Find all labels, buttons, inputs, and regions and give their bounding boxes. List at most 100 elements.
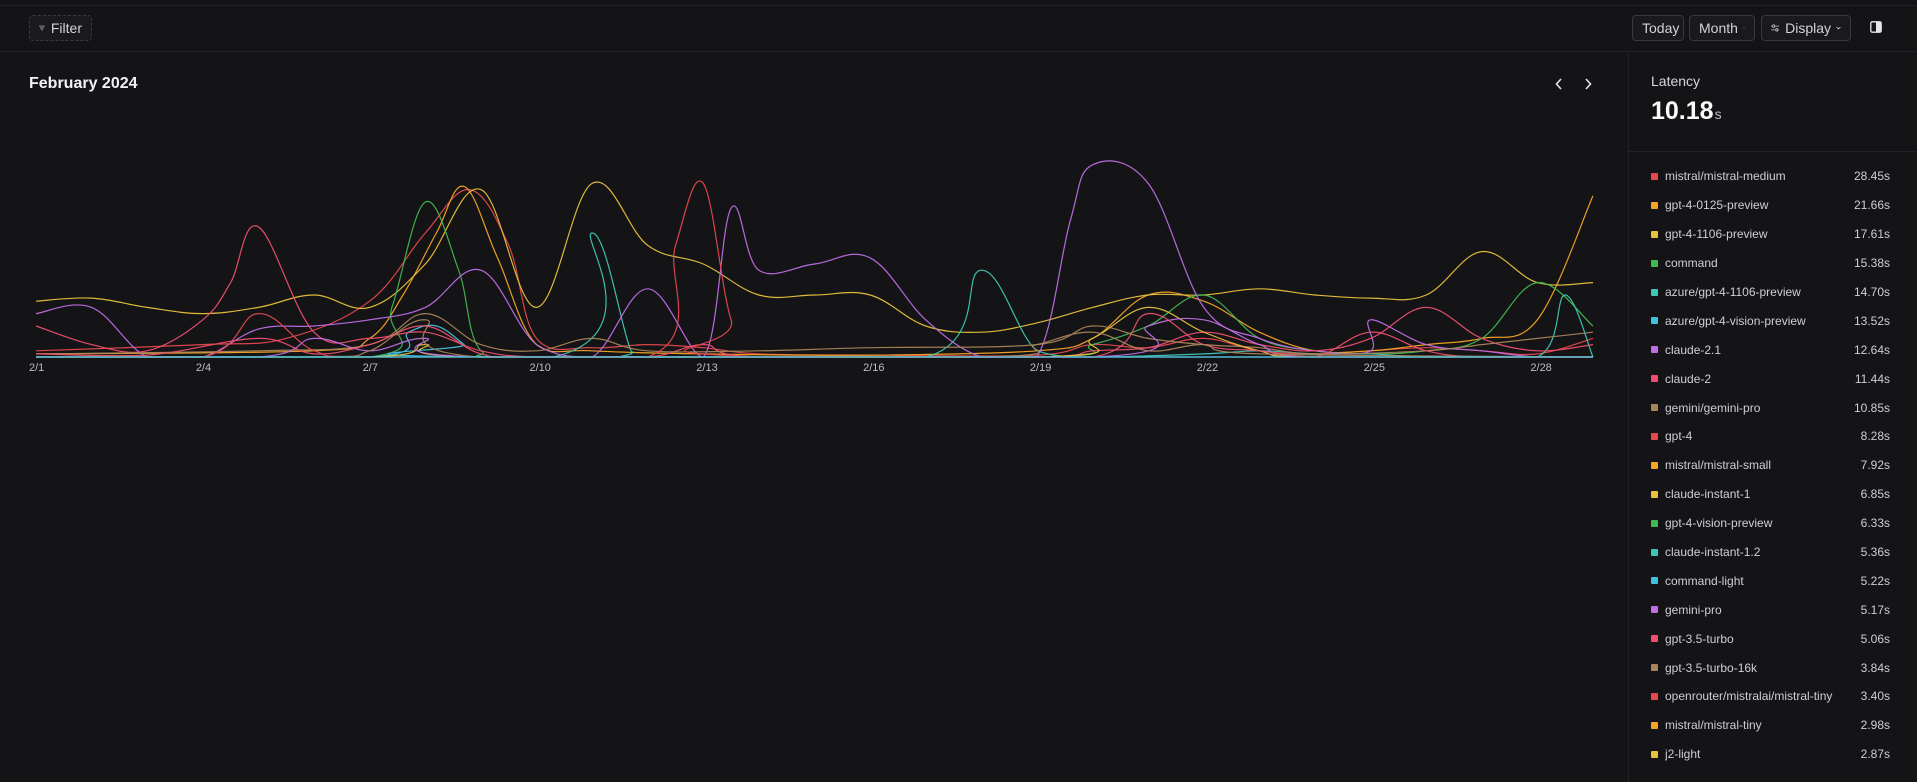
legend-item[interactable]: command 15.38s [1629, 249, 1917, 278]
legend-model-latency: 15.38s [1853, 256, 1890, 271]
legend-item[interactable]: claude-2 11.44s [1629, 364, 1917, 393]
legend-model-latency: 5.17s [1860, 602, 1890, 617]
display-button[interactable]: Display [1761, 15, 1851, 41]
legend-item[interactable]: gpt-4-vision-preview 6.33s [1629, 509, 1917, 538]
legend-model-latency: 6.33s [1860, 516, 1890, 531]
legend-item[interactable]: azure/gpt-4-vision-preview 13.52s [1629, 306, 1917, 335]
x-tick-label: 2/4 [196, 362, 211, 374]
legend-item[interactable]: claude-2.1 12.64s [1629, 335, 1917, 364]
legend-model-latency: 12.64s [1853, 342, 1890, 357]
chevron-down-icon [1743, 27, 1745, 29]
legend-model-latency: 7.92s [1860, 458, 1890, 473]
series-line [35, 180, 1593, 358]
legend-swatch [1651, 288, 1658, 296]
legend-swatch [1651, 201, 1658, 209]
legend-item[interactable]: command-light 5.22s [1629, 566, 1917, 595]
legend-swatch [1651, 172, 1658, 180]
chart-panel: February 2024 2/1 2/4 2/7 2/10 2/13 2/16 2/19 2… [0, 53, 1628, 782]
legend-model-latency: 11.44s [1854, 371, 1890, 386]
legend-swatch [1651, 375, 1658, 383]
series-line [35, 188, 1594, 357]
legend-item[interactable]: gpt-4-1106-preview 17.61s [1629, 220, 1917, 249]
legend-swatch [1651, 317, 1658, 325]
filter-icon [39, 25, 45, 31]
month-label: Month [1699, 20, 1738, 36]
latency-sidebar: Latency 10.18s mistral/mistral-medium 28.… [1628, 53, 1917, 782]
series-line [35, 200, 1594, 358]
legend-model-name: gemini-pro [1665, 602, 1722, 617]
legend-swatch [1651, 432, 1658, 440]
legend-swatch [1651, 461, 1658, 469]
legend-swatch [1651, 230, 1658, 238]
legend-model-latency: 8.28s [1860, 429, 1890, 444]
filter-label: Filter [50, 20, 82, 36]
legend-model-latency: 2.98s [1860, 718, 1890, 733]
toolbar: Filter Today Month Display [0, 6, 1917, 52]
legend-swatch [1651, 490, 1658, 498]
latency-label: Latency [1651, 73, 1701, 89]
series-line [35, 225, 1594, 358]
next-month-button[interactable] [1577, 73, 1599, 95]
legend-swatch [1651, 721, 1658, 729]
legend-item[interactable]: mistral/mistral-tiny 2.98s [1629, 711, 1917, 740]
legend-model-latency: 3.84s [1860, 660, 1890, 675]
x-tick-label: 2/25 [1364, 362, 1385, 374]
legend-item[interactable]: mistral/mistral-small 7.92s [1629, 451, 1917, 480]
x-tick-label: 2/13 [696, 362, 717, 374]
legend-item[interactable]: gpt-4-0125-preview 21.66s [1629, 191, 1917, 220]
legend-model-name: claude-instant-1.2 [1665, 545, 1761, 560]
legend-swatch [1651, 548, 1658, 556]
legend-model-latency: 10.85s [1853, 400, 1890, 415]
legend-item[interactable]: gpt-3.5-turbo-16k 3.84s [1629, 653, 1917, 682]
x-tick-label: 2/28 [1530, 362, 1551, 374]
legend-model-name: gpt-3.5-turbo-16k [1665, 660, 1758, 675]
legend-model-latency: 5.06s [1860, 631, 1890, 646]
legend-item[interactable]: mistral/mistral-medium 28.45s [1629, 162, 1917, 191]
month-select[interactable]: Month [1689, 15, 1755, 41]
legend-swatch [1651, 635, 1658, 643]
legend-model-name: mistral/mistral-small [1665, 458, 1771, 473]
legend-model-name: openrouter/mistralai/mistral-tiny [1665, 689, 1833, 704]
toggle-sidebar-button[interactable] [1870, 20, 1886, 36]
x-tick-label: 2/1 [29, 362, 44, 374]
series-line [35, 312, 1594, 355]
legend-swatch [1651, 519, 1658, 527]
latency-line-chart: 2/1 2/4 2/7 2/10 2/13 2/16 2/19 2/22 2/25 2/28 [29, 160, 1594, 374]
x-tick-label: 2/16 [863, 362, 884, 374]
legend-model-name: mistral/mistral-medium [1665, 169, 1786, 184]
legend-model-name: claude-2 [1665, 371, 1712, 386]
filter-button[interactable]: Filter [29, 15, 92, 41]
legend-item[interactable]: claude-instant-1.2 5.36s [1629, 538, 1917, 567]
x-tick-label: 2/10 [529, 362, 550, 374]
x-tick-label: 2/22 [1197, 362, 1218, 374]
legend-model-latency: 2.87s [1860, 747, 1890, 762]
today-label: Today [1642, 20, 1680, 36]
legend-item[interactable]: claude-instant-1 6.85s [1629, 480, 1917, 509]
legend-swatch [1651, 664, 1658, 672]
today-button[interactable]: Today [1632, 15, 1684, 41]
legend-model-name: gemini/gemini-pro [1665, 400, 1761, 415]
legend-model-name: azure/gpt-4-vision-preview [1665, 313, 1806, 328]
legend-model-latency: 5.22s [1860, 573, 1890, 588]
legend-model-name: gpt-4-1106-preview [1665, 227, 1768, 242]
legend-item[interactable]: gemini/gemini-pro 10.85s [1629, 393, 1917, 422]
display-label: Display [1785, 20, 1832, 36]
chart-title: February 2024 [29, 75, 138, 92]
legend-model-latency: 5.36s [1860, 545, 1890, 560]
legend-item[interactable]: j2-light 2.87s [1629, 740, 1917, 769]
series-line [35, 160, 1593, 358]
previous-month-button[interactable] [1548, 73, 1570, 95]
model-legend: mistral/mistral-medium 28.45s gpt-4-0125-p… [1629, 162, 1917, 769]
legend-model-name: azure/gpt-4-1106-preview [1665, 285, 1801, 299]
legend-item[interactable]: gemini-pro 5.17s [1629, 595, 1917, 624]
legend-item[interactable]: gpt-4 8.28s [1629, 422, 1917, 451]
legend-item[interactable]: openrouter/mistralai/mistral-tiny 3.40s [1629, 682, 1917, 711]
legend-swatch [1651, 606, 1658, 614]
latency-number: 10.18 [1651, 97, 1714, 125]
legend-model-name: mistral/mistral-tiny [1665, 718, 1762, 733]
legend-model-latency: 6.85s [1860, 487, 1890, 502]
legend-item[interactable]: gpt-3.5-turbo 5.06s [1629, 624, 1917, 653]
legend-model-latency: 17.61s [1853, 227, 1890, 242]
legend-item[interactable]: azure/gpt-4-1106-preview 14.70s [1629, 278, 1917, 307]
legend-model-name: command [1665, 256, 1718, 271]
